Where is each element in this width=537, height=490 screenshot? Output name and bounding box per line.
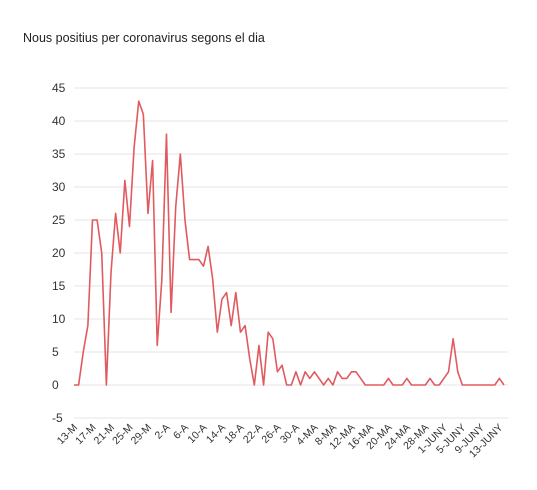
y-tick-label: -5: [52, 411, 63, 425]
y-tick-label: 20: [52, 246, 66, 260]
x-tick-label: 29-M: [129, 422, 154, 447]
y-tick-label: 30: [52, 180, 66, 194]
x-tick-label: 26-A: [259, 422, 283, 446]
y-tick-label: 45: [52, 81, 66, 95]
x-tick-label: 10-A: [185, 422, 209, 446]
y-tick-label: 5: [52, 345, 59, 359]
y-tick-label: 40: [52, 114, 66, 128]
y-tick-label: 25: [52, 213, 66, 227]
x-tick-label: 2-A: [153, 422, 173, 442]
y-tick-label: 35: [52, 147, 66, 161]
chart-title: Nous positius per coronavirus segons el …: [23, 31, 265, 45]
x-tick-label: 18-A: [222, 422, 246, 446]
y-tick-label: 10: [52, 312, 66, 326]
x-tick-label: 14-A: [204, 422, 228, 446]
y-tick-label: 15: [52, 279, 66, 293]
series-line-0: [74, 100, 505, 386]
y-tick-label: 0: [52, 378, 59, 392]
x-tick-label: 22-A: [241, 422, 265, 446]
